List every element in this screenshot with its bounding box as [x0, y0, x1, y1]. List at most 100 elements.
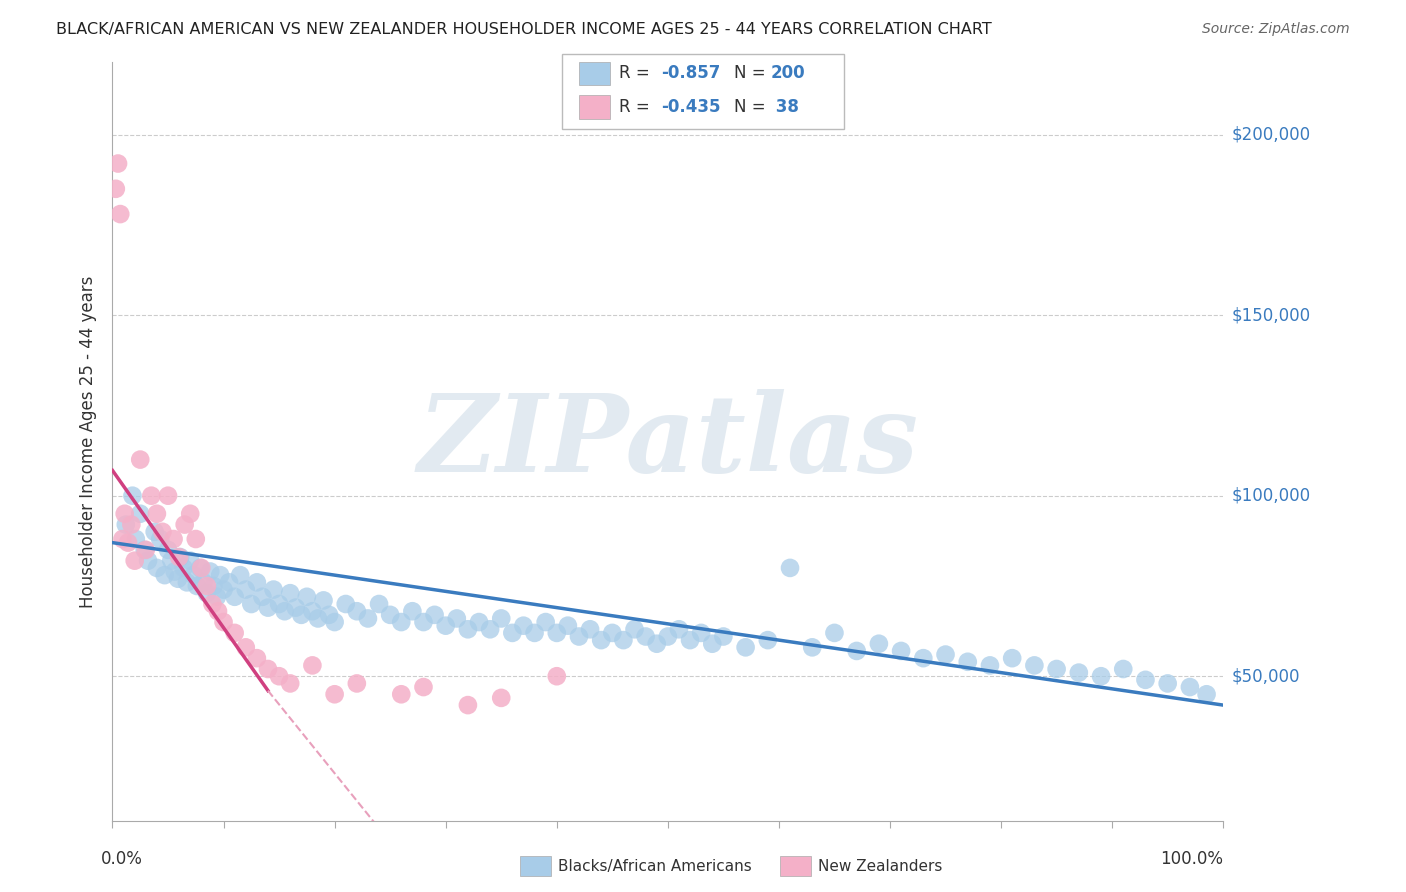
Point	[824, 626, 846, 640]
Point	[318, 607, 340, 622]
Point	[690, 626, 713, 640]
Point	[295, 590, 318, 604]
Point	[357, 611, 380, 625]
Point	[323, 615, 346, 629]
Point	[546, 669, 568, 683]
Point	[1045, 662, 1069, 676]
Point	[380, 607, 402, 622]
Point	[389, 615, 412, 629]
Point	[1067, 665, 1090, 680]
Point	[110, 207, 132, 221]
Point	[135, 542, 157, 557]
Point	[173, 517, 195, 532]
Point	[149, 532, 172, 546]
Text: $150,000: $150,000	[1232, 306, 1310, 324]
Text: R =: R =	[619, 64, 655, 82]
Point	[193, 575, 215, 590]
Point	[956, 655, 979, 669]
Point	[679, 633, 702, 648]
Point	[935, 648, 957, 662]
Point	[162, 532, 184, 546]
Point	[111, 532, 134, 546]
Point	[179, 554, 201, 568]
Point	[179, 507, 201, 521]
Point	[845, 644, 868, 658]
Point	[134, 542, 156, 557]
Text: ZIPatlas: ZIPatlas	[418, 389, 918, 494]
Text: 200: 200	[770, 64, 806, 82]
Point	[218, 575, 240, 590]
Point	[224, 590, 246, 604]
Point	[645, 637, 668, 651]
Point	[912, 651, 935, 665]
Point	[157, 542, 180, 557]
Point	[184, 532, 207, 546]
Point	[229, 568, 252, 582]
Point	[301, 658, 323, 673]
Point	[801, 640, 824, 655]
Point	[114, 517, 136, 532]
Point	[457, 698, 479, 712]
Point	[152, 524, 174, 539]
Point	[153, 568, 176, 582]
Point	[120, 517, 142, 532]
Point	[1156, 676, 1178, 690]
Point	[979, 658, 1001, 673]
Point	[346, 604, 368, 618]
Text: $100,000: $100,000	[1232, 487, 1310, 505]
Point	[121, 489, 143, 503]
Point	[501, 626, 523, 640]
Point	[136, 554, 159, 568]
Point	[1090, 669, 1112, 683]
Point	[146, 561, 169, 575]
Point	[602, 626, 624, 640]
Point	[129, 507, 152, 521]
Point	[446, 611, 468, 625]
Point	[457, 622, 479, 636]
Point	[702, 637, 724, 651]
Point	[117, 535, 139, 549]
Point	[389, 687, 412, 701]
Text: BLACK/AFRICAN AMERICAN VS NEW ZEALANDER HOUSEHOLDER INCOME AGES 25 - 44 YEARS CO: BLACK/AFRICAN AMERICAN VS NEW ZEALANDER …	[56, 22, 993, 37]
Text: -0.435: -0.435	[661, 98, 720, 116]
Point	[523, 626, 546, 640]
Point	[157, 489, 180, 503]
Point	[224, 626, 246, 640]
Point	[212, 582, 235, 597]
Point	[209, 568, 232, 582]
Point	[246, 651, 269, 665]
Point	[868, 637, 890, 651]
Point	[278, 676, 301, 690]
Point	[129, 452, 152, 467]
Point	[200, 565, 222, 579]
Point	[434, 618, 457, 632]
Point	[114, 507, 136, 521]
Point	[235, 640, 257, 655]
Point	[1135, 673, 1157, 687]
Point	[568, 630, 591, 644]
Point	[412, 680, 434, 694]
Point	[634, 630, 657, 644]
Text: 100.0%: 100.0%	[1160, 849, 1223, 868]
Point	[141, 489, 163, 503]
Point	[890, 644, 912, 658]
Point	[169, 550, 191, 565]
Point	[107, 156, 129, 170]
Point	[323, 687, 346, 701]
Point	[579, 622, 602, 636]
Point	[160, 554, 183, 568]
Y-axis label: Householder Income Ages 25 - 44 years: Householder Income Ages 25 - 44 years	[79, 276, 97, 607]
Point	[468, 615, 491, 629]
Point	[176, 575, 198, 590]
Point	[263, 582, 285, 597]
Point	[186, 579, 208, 593]
Point	[124, 554, 146, 568]
Text: R =: R =	[619, 98, 655, 116]
Point	[1195, 687, 1218, 701]
Point	[668, 622, 690, 636]
Point	[273, 604, 295, 618]
Point	[252, 590, 274, 604]
Point	[246, 575, 269, 590]
Text: $200,000: $200,000	[1232, 126, 1310, 144]
Text: 38: 38	[770, 98, 800, 116]
